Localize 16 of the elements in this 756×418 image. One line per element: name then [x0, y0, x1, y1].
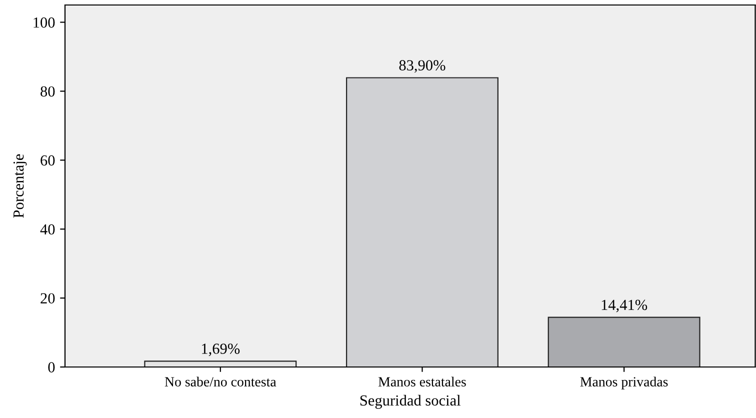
y-tick-label: 100: [34, 17, 55, 28]
x-tick-label: Manos privadas: [580, 376, 668, 390]
data-label: 83,90%: [399, 60, 446, 73]
y-tick-label: 20: [40, 293, 55, 304]
y-tick-label: 80: [40, 86, 55, 97]
x-axis-title: Seguridad social: [360, 394, 461, 409]
x-tick-label: Manos estatales: [378, 376, 466, 386]
x-tick-label: No sabe/no contesta: [164, 376, 276, 386]
data-label: 14,41%: [602, 300, 648, 312]
data-label: 1,69%: [202, 344, 240, 356]
bar: [548, 316, 700, 367]
bar: [346, 77, 498, 367]
y-tick-label: 0: [48, 362, 55, 372]
y-tick-label: 40: [40, 224, 55, 235]
y-tick-label: 60: [40, 155, 55, 166]
y-axis-title: Porcentaje: [13, 154, 27, 218]
